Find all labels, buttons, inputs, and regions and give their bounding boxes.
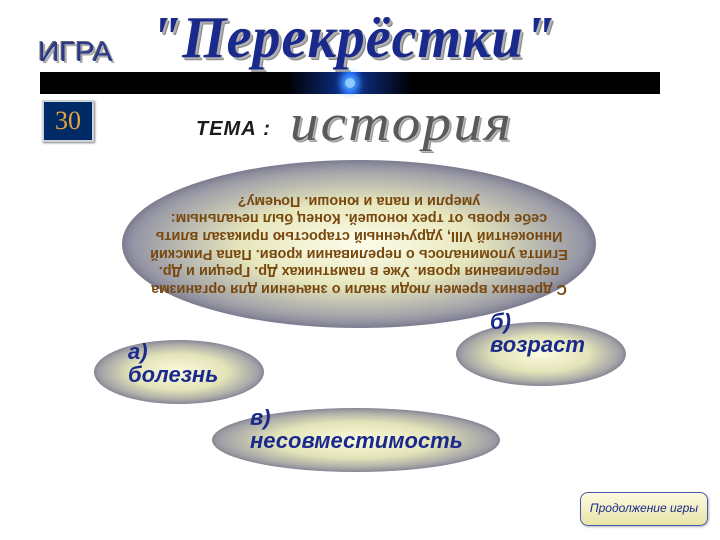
continue-label: Продолжение игры xyxy=(590,502,698,515)
tema-label: ТЕМА : xyxy=(196,118,271,141)
answer-a-key: а) xyxy=(128,339,148,364)
page-title: "Перекрёстки" xyxy=(150,4,556,71)
question-panel: С древних времен люди знали о значении д… xyxy=(122,160,596,328)
question-text: С древних времен люди знали о значении д… xyxy=(150,178,568,310)
answer-b-key: б) xyxy=(490,309,511,334)
decorative-band xyxy=(40,72,660,94)
answer-v-key: в) xyxy=(250,405,271,430)
category-label: история xyxy=(290,94,513,153)
answer-b-text: возраст xyxy=(490,332,585,357)
game-label: ИГРА xyxy=(38,36,112,68)
answer-a-label: а) болезнь xyxy=(128,340,278,386)
continue-button[interactable]: Продолжение игры xyxy=(580,492,708,526)
answer-v-label: в) несовместимость xyxy=(250,406,510,452)
score-value: 30 xyxy=(55,106,81,136)
answer-b-label: б) возраст xyxy=(490,310,640,356)
answer-a-text: болезнь xyxy=(128,362,218,387)
answer-v-text: несовместимость xyxy=(250,428,463,453)
score-box: 30 xyxy=(42,100,94,142)
